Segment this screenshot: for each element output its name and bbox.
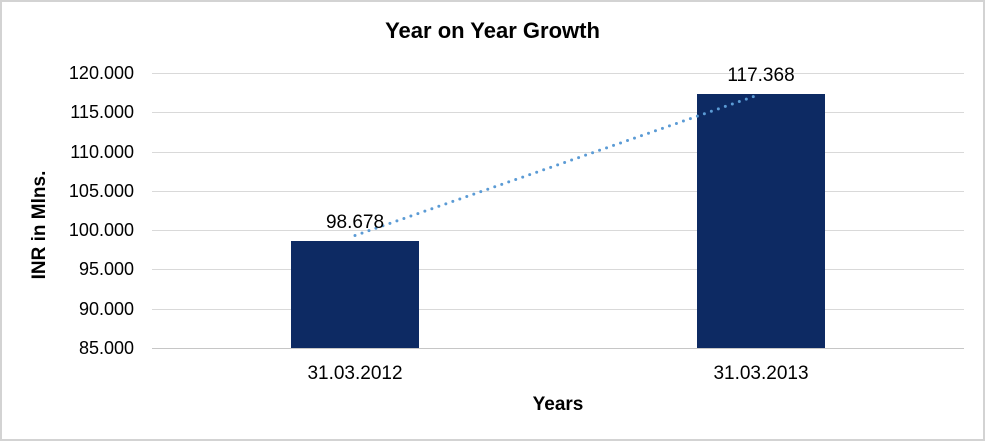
x-tick-label: 31.03.2012 — [307, 363, 403, 384]
gridline — [152, 73, 964, 74]
gridline — [152, 269, 964, 270]
y-tick-label: 100.000 — [68, 220, 134, 240]
y-tick-label: 120.000 — [68, 63, 134, 83]
gridline — [152, 112, 964, 113]
gridline — [152, 309, 964, 310]
gridline — [152, 348, 964, 349]
bar — [697, 93, 825, 348]
chart-title: Year on Year Growth — [385, 18, 600, 43]
gridline — [152, 191, 964, 192]
x-tick-label: 31.03.2013 — [713, 363, 809, 384]
y-tick-label: 90.000 — [78, 299, 134, 319]
y-tick-label: 115.000 — [70, 102, 134, 122]
data-label: 117.368 — [727, 64, 795, 86]
y-tick-label: 110.000 — [70, 142, 134, 162]
y-tick-label: 95.000 — [78, 259, 134, 279]
y-tick-label: 105.000 — [68, 181, 134, 201]
data-label: 98.678 — [325, 211, 385, 233]
gridline — [152, 152, 964, 153]
x-axis-title: Years — [532, 394, 584, 415]
y-tick-label: 85.000 — [78, 338, 134, 358]
gridline — [152, 230, 964, 231]
bar — [291, 240, 419, 348]
